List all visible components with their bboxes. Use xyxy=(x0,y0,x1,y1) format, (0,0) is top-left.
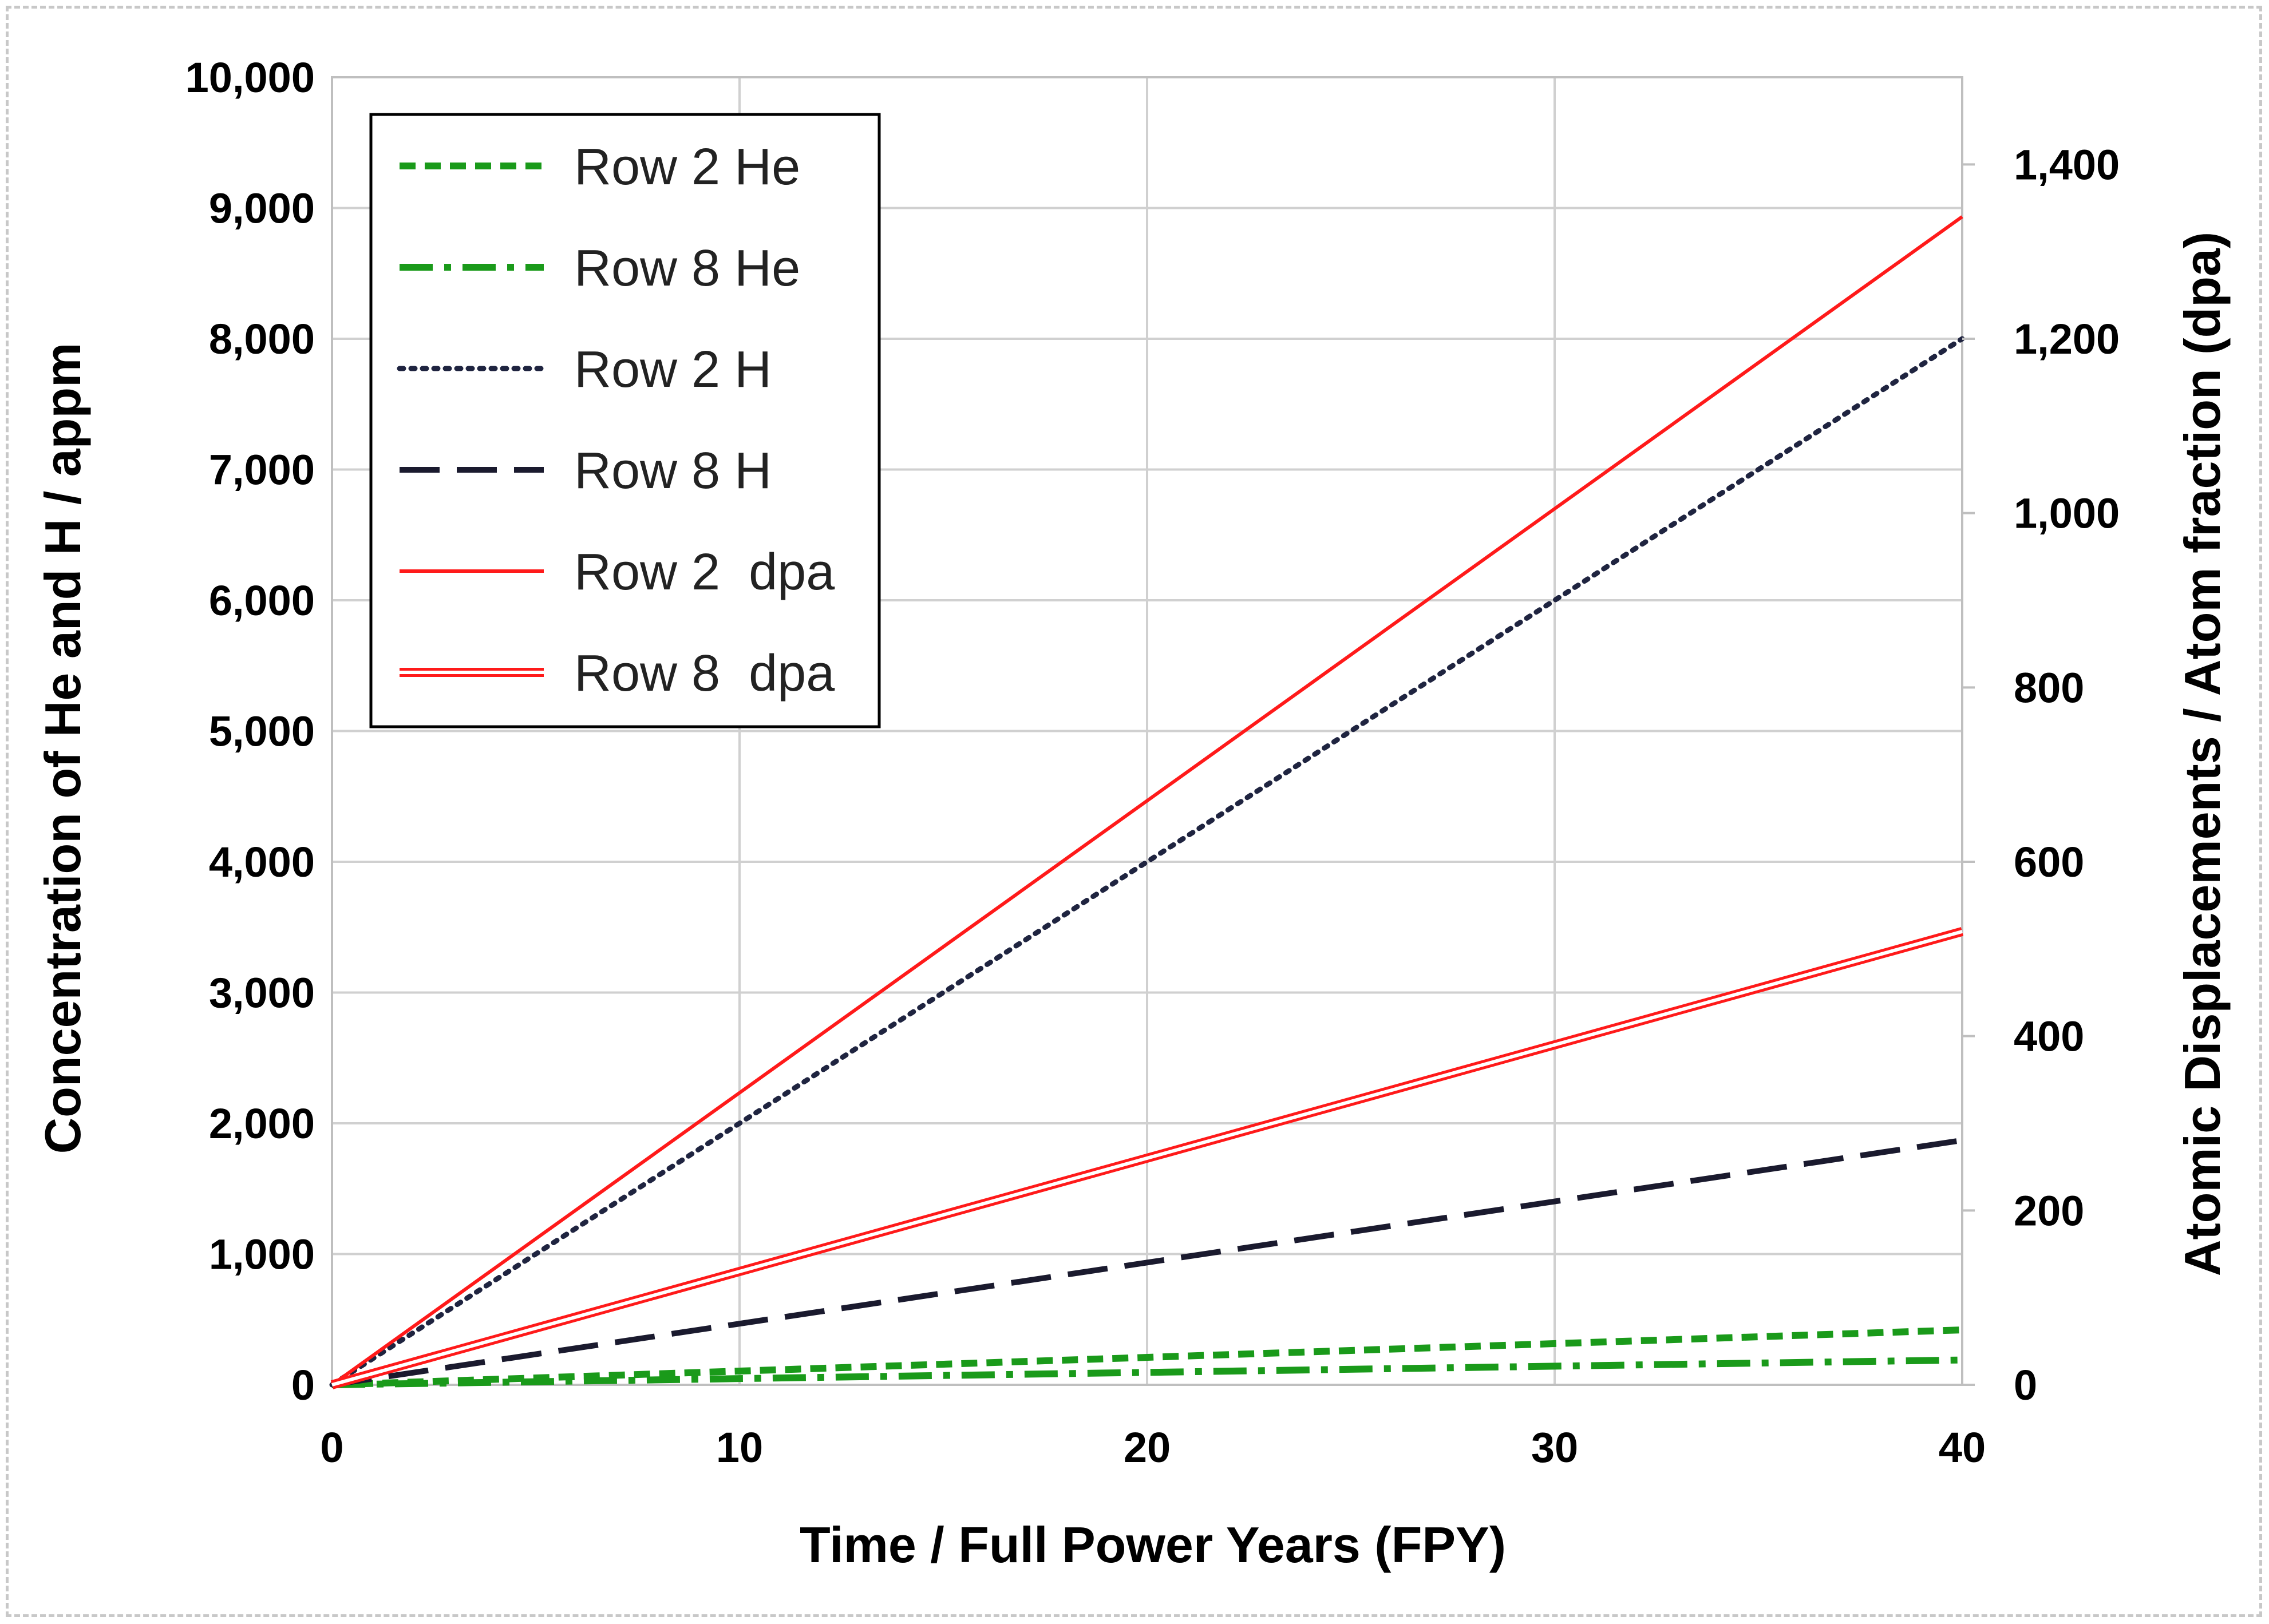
series-row-2-h-line xyxy=(329,336,1965,1388)
x-axis-title: Time / Full Power Years (FPY) xyxy=(800,1516,1506,1573)
x-tick-label: 0 xyxy=(320,1424,343,1471)
series-row-8-he-line xyxy=(331,1356,1963,1388)
plot-area xyxy=(331,76,1963,1386)
y-tick-label: 7,000 xyxy=(209,446,315,494)
y2-tick-label: 600 xyxy=(2014,838,2084,886)
x-tick-label: 20 xyxy=(1124,1424,1171,1471)
legend: Row 2 He Row 8 He Row 2 H Row 8 H Row 2 dpa R… xyxy=(369,113,881,728)
series-row-2-dpa-line xyxy=(331,215,1963,1387)
legend-entry: Row 8 He xyxy=(400,240,800,297)
legend-entry: Row 2 He xyxy=(400,138,800,196)
y-tick-label: 5,000 xyxy=(209,708,315,755)
y-tick-label: 9,000 xyxy=(209,185,315,232)
legend-entry: Row 2 dpa xyxy=(400,544,835,601)
series-row-8-dpa-line-inner xyxy=(331,929,1963,1387)
legend-box xyxy=(369,113,881,728)
legend-entry: Row 8 dpa xyxy=(400,645,835,702)
x-tick-label: 40 xyxy=(1939,1424,1986,1471)
legend-entry: Row 2 H xyxy=(397,341,772,398)
legend-label: Row 2 H xyxy=(574,341,772,398)
legend-label: Row 8 He xyxy=(574,240,800,297)
y-tick-label: 8,000 xyxy=(209,315,315,363)
y2-tick-label: 1,000 xyxy=(2014,490,2120,537)
y-tick-label: 1,000 xyxy=(209,1231,315,1278)
y2-tick-label: 400 xyxy=(2014,1013,2084,1060)
y2-tick-label: 1,400 xyxy=(2014,141,2120,188)
series-row-8-h-line xyxy=(331,1137,1963,1388)
y2-axis-title: Atomic Displacements / Atom fraction (dp… xyxy=(2174,232,2231,1276)
y-tick-label: 3,000 xyxy=(209,969,315,1017)
y-axis-title: Concentration of He and H / appm xyxy=(34,343,91,1154)
legend-label: Row 2 dpa xyxy=(574,544,835,601)
y-tick-label: 0 xyxy=(291,1361,315,1409)
y2-tick-label: 0 xyxy=(2014,1361,2037,1409)
y2-tick-label: 200 xyxy=(2014,1187,2084,1234)
y2-tick-label: 1,200 xyxy=(2014,315,2120,363)
legend-entry: Row 8 H xyxy=(400,442,772,500)
y-tick-label: 6,000 xyxy=(209,577,315,624)
y2-tick-label: 800 xyxy=(2014,664,2084,711)
y-tick-label: 2,000 xyxy=(209,1100,315,1147)
legend-label: Row 2 He xyxy=(574,138,800,196)
x-tick-label: 30 xyxy=(1531,1424,1578,1471)
tick-labels: 0 1,000 2,000 3,000 4,000 5,000 6,000 7,000 8,00… xyxy=(185,54,2120,1471)
y-tick-label: 4,000 xyxy=(209,838,315,886)
series-row-2-he-line xyxy=(331,1326,1963,1388)
legend-label: Row 8 H xyxy=(574,442,772,500)
legend-label: Row 8 dpa xyxy=(574,645,835,702)
series-layer xyxy=(329,215,1965,1389)
x-tick-label: 10 xyxy=(716,1424,763,1471)
chart-frame xyxy=(6,6,2262,1617)
y-tick-label: 10,000 xyxy=(185,54,315,101)
